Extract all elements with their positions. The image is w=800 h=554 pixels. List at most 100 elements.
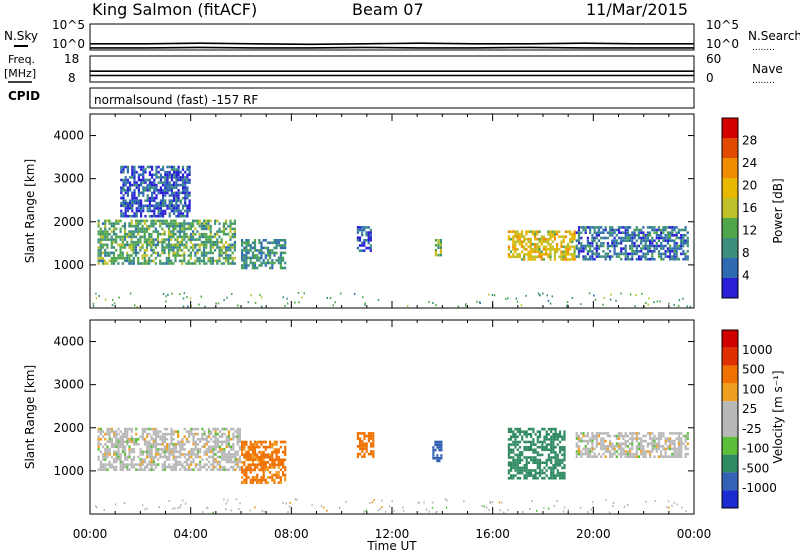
data-cell [361, 231, 364, 234]
data-cell [130, 230, 133, 233]
data-cell [154, 430, 158, 433]
data-cell [556, 464, 559, 467]
data-cell [131, 209, 134, 213]
data-cell [170, 238, 173, 241]
data-cell [164, 181, 167, 184]
data-cell [159, 448, 162, 451]
data-cell [170, 450, 173, 454]
data-cell [551, 240, 554, 244]
data-cell [129, 183, 132, 187]
data-cell [115, 219, 118, 223]
data-cell [123, 502, 126, 505]
data-cell [108, 453, 111, 456]
data-cell [613, 450, 616, 453]
data-cell [235, 498, 237, 501]
data-cell [644, 247, 647, 250]
vl-ytick-label: 1000 [53, 464, 84, 478]
data-cell [124, 435, 127, 438]
data-cell [651, 437, 654, 440]
data-cell [582, 439, 585, 443]
data-cell [253, 256, 257, 260]
data-cell [657, 445, 661, 448]
data-cell [552, 471, 555, 475]
vl-region-0 [97, 427, 241, 471]
data-cell [140, 209, 143, 213]
data-cell [551, 245, 554, 249]
data-cell [525, 469, 528, 472]
data-cell [142, 170, 145, 174]
data-cell [119, 251, 122, 255]
data-cell [660, 434, 663, 438]
data-cell [152, 440, 155, 444]
data-cell [371, 501, 374, 504]
data-cell [329, 297, 332, 299]
data-cell [633, 242, 636, 245]
data-cell [534, 235, 537, 238]
data-cell [543, 448, 546, 452]
noise-tick-bottom-left: 10^0 [52, 37, 85, 51]
data-cell [210, 463, 213, 466]
data-cell [609, 255, 612, 258]
data-cell [184, 170, 187, 174]
data-cell [179, 191, 182, 195]
data-cell [137, 259, 140, 263]
data-cell [611, 231, 614, 234]
data-cell [106, 448, 109, 451]
data-cell [209, 230, 212, 233]
data-cell [260, 249, 263, 252]
data-cell [536, 509, 538, 512]
data-cell [162, 194, 165, 197]
data-cell [550, 458, 553, 462]
data-cell [97, 437, 100, 441]
data-cell [130, 246, 133, 249]
data-cell [372, 455, 375, 458]
data-cell [273, 254, 276, 257]
data-cell [145, 243, 149, 247]
data-cell [622, 447, 625, 451]
data-cell [97, 256, 100, 260]
data-cell [128, 437, 131, 441]
data-cell [604, 445, 607, 448]
data-cell [207, 222, 210, 225]
data-cell [150, 243, 153, 247]
data-cell [152, 463, 155, 466]
data-cell [173, 165, 176, 169]
data-cell [251, 468, 254, 472]
data-cell [279, 468, 282, 472]
data-cell [273, 440, 276, 444]
data-cell [102, 430, 105, 433]
data-cell [205, 219, 208, 223]
data-cell [115, 465, 118, 469]
data-cell [529, 253, 532, 256]
data-cell [148, 235, 151, 239]
colorbar-tick-label: 16 [742, 201, 757, 215]
data-cell [151, 194, 154, 197]
data-cell [112, 230, 116, 233]
data-cell [216, 437, 219, 441]
data-cell [113, 460, 116, 464]
data-cell [233, 246, 236, 249]
data-cell [680, 239, 683, 242]
data-cell [269, 445, 272, 449]
data-cell [119, 235, 122, 239]
data-cell [516, 230, 519, 233]
data-cell [510, 438, 513, 441]
data-cell [142, 176, 145, 179]
data-cell [637, 231, 641, 234]
data-cell [582, 432, 585, 435]
data-cell [209, 262, 212, 265]
data-cell [356, 437, 359, 440]
data-cell [159, 214, 162, 218]
data-cell [527, 237, 530, 241]
data-cell [277, 481, 280, 484]
data-cell [186, 173, 189, 177]
data-cell [134, 224, 138, 228]
data-cell [273, 241, 276, 245]
data-cell [356, 236, 359, 239]
colorbar-tick-label: 100 [742, 382, 765, 396]
data-cell [175, 170, 178, 174]
data-cell [644, 450, 647, 453]
data-cell [205, 240, 208, 244]
data-cell [282, 501, 284, 504]
data-cell [168, 450, 171, 454]
